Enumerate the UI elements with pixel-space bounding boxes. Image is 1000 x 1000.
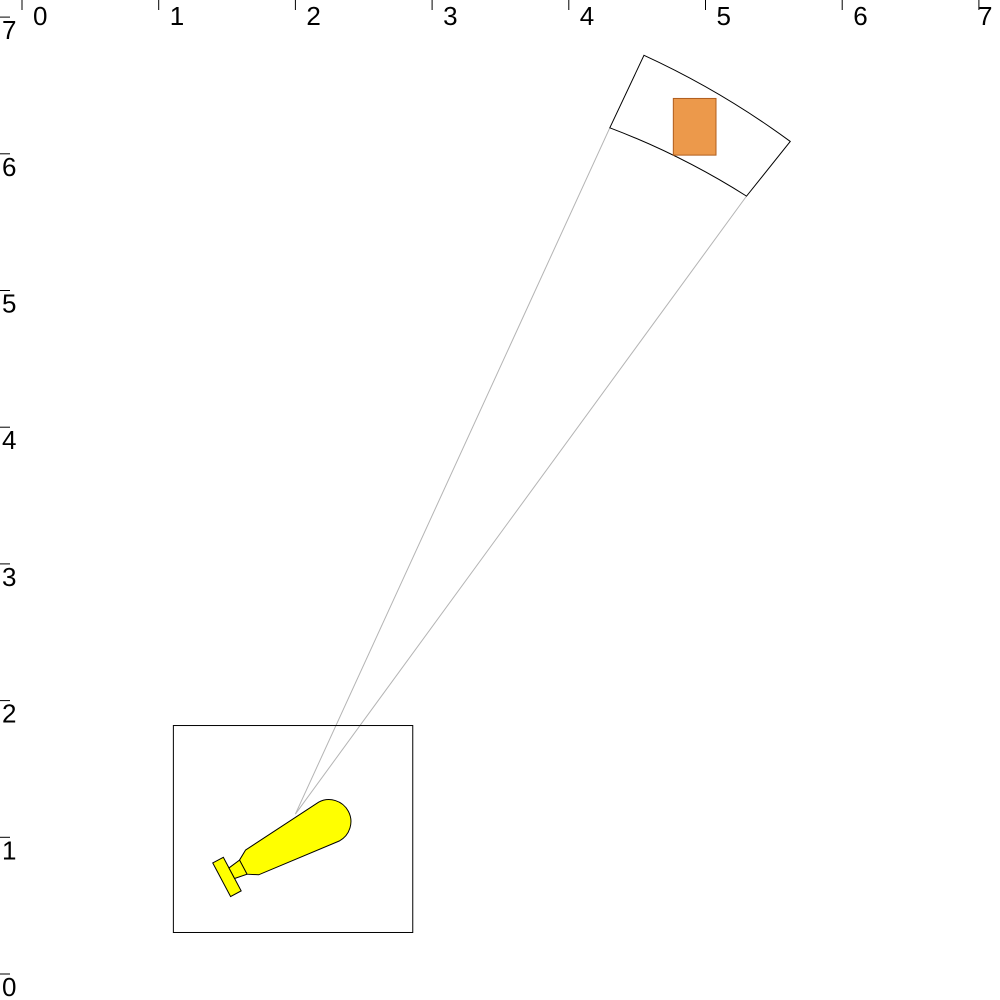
frustum-edge-right [294,195,747,815]
flashlight-neck [228,859,248,880]
x-tick-label: 7 [978,1,992,31]
frustum-far-region [609,54,791,197]
x-tick-label: 6 [853,1,867,31]
y-tick-label: 7 [2,15,16,45]
target-object [672,97,717,156]
y-tick-label: 2 [2,699,16,729]
x-tick-label: 4 [580,1,594,31]
y-tick-label: 3 [2,562,16,592]
x-tick-label: 0 [33,1,47,31]
y-tick-label: 0 [2,972,16,1000]
x-axis: 0 1 2 3 4 5 6 7 [21,0,992,31]
flashlight-body [238,799,352,876]
frustum-edge-left [294,127,611,815]
y-tick-label: 4 [2,425,16,455]
y-tick-label: 1 [2,835,16,865]
x-tick-label: 5 [717,1,731,31]
target-square-icon [672,97,717,156]
y-tick-label: 6 [2,152,16,182]
y-axis: 0 1 2 3 4 5 6 7 [0,15,16,1000]
camera-bounding-box [172,725,414,933]
camera-object [172,725,414,933]
view-frustum [294,54,791,815]
x-tick-label: 3 [443,1,457,31]
y-tick-label: 5 [2,289,16,319]
flashlight-camera-icon [212,799,352,898]
x-tick-label: 1 [170,1,184,31]
x-tick-label: 2 [306,1,320,31]
